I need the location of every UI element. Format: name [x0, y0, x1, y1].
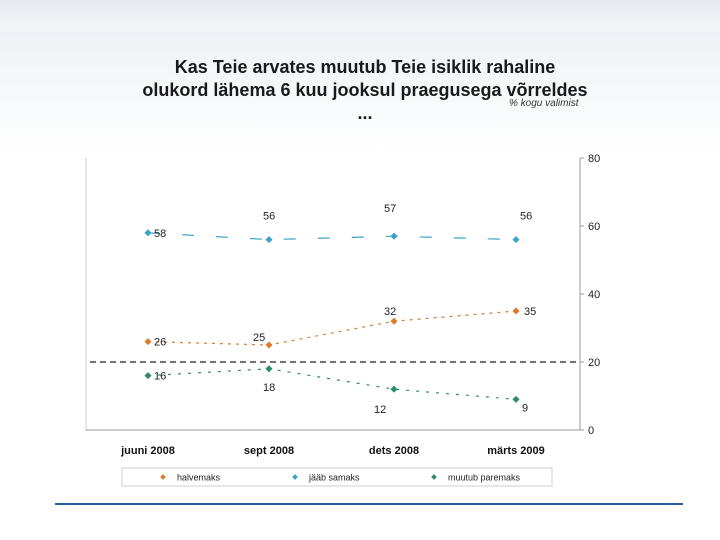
data-label: 56: [520, 211, 532, 223]
x-tick-label: märts 2009: [487, 445, 545, 457]
chart-subtitle: % kogu valimist: [509, 98, 579, 109]
data-label: 57: [384, 203, 396, 215]
legend-label: muutub paremaks: [448, 473, 521, 483]
data-point: [144, 229, 152, 237]
data-point: [390, 385, 398, 393]
legend-marker: [431, 474, 437, 480]
y-tick-label: 60: [588, 221, 600, 233]
series-line: [147, 368, 517, 400]
legend-label: jääb samaks: [308, 473, 360, 483]
data-point: [265, 341, 273, 349]
series-line: [147, 232, 517, 241]
plot-frame: [85, 158, 581, 431]
header-band: [0, 0, 720, 30]
data-point: [512, 395, 520, 403]
y-tick-label: 80: [588, 153, 600, 165]
y-tick-label: 20: [588, 357, 600, 369]
data-label: 12: [374, 404, 386, 416]
x-axis-ticks: juuni 2008 sept 2008 dets 2008 märts 2009: [120, 445, 545, 457]
data-label: 56: [263, 211, 275, 223]
footer-rule: [55, 503, 683, 505]
legend-marker: [160, 474, 166, 480]
data-label: 25: [253, 332, 265, 344]
series-line: [147, 310, 517, 346]
data-label: 35: [524, 306, 536, 318]
data-point: [265, 365, 273, 373]
chart-legend: halvemaks jääb samaks muutub paremaks: [121, 467, 553, 487]
x-tick-label: sept 2008: [244, 445, 294, 457]
data-label: 26: [154, 337, 166, 349]
data-point: [512, 236, 520, 244]
data-point: [144, 338, 152, 346]
x-tick-label: dets 2008: [369, 445, 419, 457]
data-point: [390, 232, 398, 240]
data-point: [144, 372, 152, 380]
data-label: 16: [154, 371, 166, 383]
chart-title: Kas Teie arvates muutub Teie isiklik rah…: [142, 57, 588, 123]
data-point: [512, 307, 520, 315]
legend-label: halvemaks: [177, 473, 221, 483]
series-points: [144, 229, 520, 403]
x-tick-label: juuni 2008: [120, 445, 175, 457]
series-data-labels: 26 25 32 35 58 56 57 56 16 18 12 9: [154, 203, 536, 416]
legend-marker: [292, 474, 298, 480]
data-point: [265, 236, 273, 244]
y-tick-label: 0: [588, 425, 594, 437]
data-label: 18: [263, 382, 275, 394]
data-label: 9: [522, 402, 528, 414]
legend-box: [121, 467, 553, 487]
data-point: [390, 317, 398, 325]
title-band: [0, 30, 720, 150]
data-label: 58: [154, 228, 166, 240]
series-lines: [147, 232, 517, 400]
data-label: 32: [384, 306, 396, 318]
y-axis-ticks: 80 60 40 20 0: [580, 153, 600, 437]
y-tick-label: 40: [588, 289, 600, 301]
